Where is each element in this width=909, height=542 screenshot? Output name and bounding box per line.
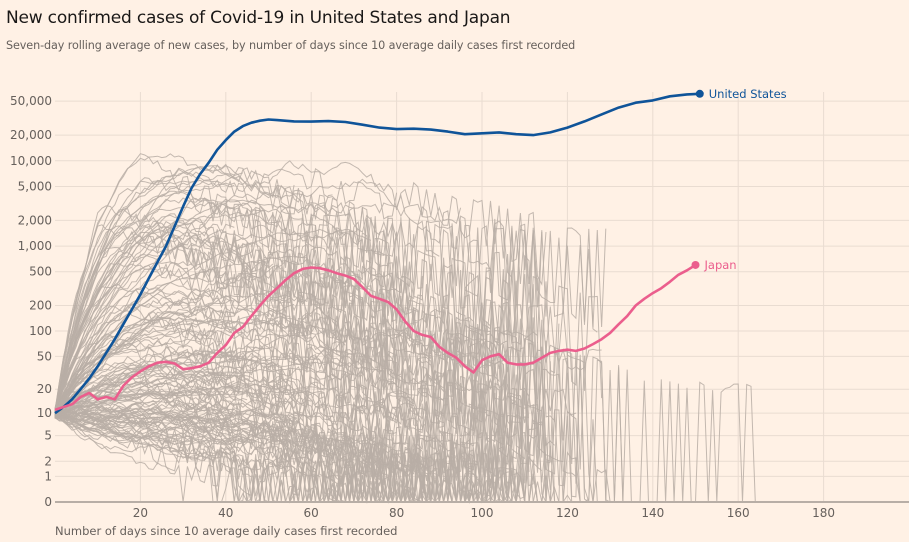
other-country-line (54, 197, 291, 417)
y-tick-label: 50 (37, 349, 52, 363)
other-country-line (54, 409, 465, 503)
other-country-line (54, 213, 398, 414)
other-country-line (54, 371, 427, 429)
x-tick-label: 100 (471, 506, 494, 520)
y-tick-label: 0 (44, 495, 52, 509)
other-country-line (54, 407, 436, 503)
other-country-line (54, 165, 538, 419)
other-country-line (54, 307, 432, 503)
other-country-line (54, 386, 252, 419)
y-tick-label: 1,000 (18, 239, 52, 253)
other-country-line (54, 183, 235, 417)
other-country-line (54, 346, 598, 503)
other-country-line (54, 228, 372, 416)
y-tick-label: 50,000 (10, 94, 52, 108)
y-tick-label: 20,000 (10, 128, 52, 142)
other-country-line (54, 413, 299, 462)
x-tick-label: 40 (218, 506, 233, 520)
y-tick-label: 500 (29, 265, 52, 279)
other-country-line (54, 255, 415, 414)
other-country-line (54, 293, 308, 415)
japan-label: Japan (704, 258, 737, 272)
x-tick-label: 80 (389, 506, 404, 520)
x-tick-label: 120 (556, 506, 579, 520)
japan-line (54, 263, 697, 412)
other-country-line (54, 305, 530, 473)
x-tick-label: 160 (727, 506, 750, 520)
other-country-line (54, 363, 397, 435)
japan-end-marker (691, 260, 700, 269)
other-country-line (54, 406, 295, 425)
chart-title: New confirmed cases of Covid-19 in Unite… (6, 8, 511, 28)
other-country-line (54, 235, 560, 423)
other-country-line (54, 373, 444, 503)
x-tick-label: 180 (812, 506, 835, 520)
other-country-line (54, 356, 397, 414)
other-country-line (54, 172, 244, 411)
y-tick-label: 1 (44, 469, 52, 483)
other-country-line (54, 173, 389, 413)
y-tick-label: 5 (44, 429, 52, 443)
y-tick-label: 2,000 (18, 213, 52, 227)
highlighted-lines (54, 89, 704, 415)
united-states-label: United States (709, 87, 787, 101)
chart-subtitle: Seven-day rolling average of new cases, … (6, 39, 576, 52)
y-tick-label: 100 (29, 324, 52, 338)
x-axis-title: Number of days since 10 average daily ca… (55, 524, 397, 538)
other-country-line (54, 199, 440, 419)
other-country-line (54, 411, 338, 503)
other-country-line (54, 402, 444, 503)
other-country-line (54, 374, 320, 416)
y-tick-label: 20 (37, 382, 52, 396)
y-tick-label: 200 (29, 299, 52, 313)
y-tick-label: 5,000 (18, 179, 52, 193)
x-tick-label: 20 (133, 506, 148, 520)
other-country-line (54, 311, 581, 503)
united-states-line (54, 92, 700, 415)
other-country-line (54, 395, 235, 417)
other-country-line (54, 333, 346, 413)
other-country-line (54, 412, 500, 503)
other-country-line (54, 410, 551, 503)
other-country-line (54, 197, 607, 411)
other-country-line (54, 410, 312, 447)
x-tick-label: 60 (304, 506, 319, 520)
other-country-line (54, 224, 423, 415)
y-tick-label: 10,000 (10, 154, 52, 168)
other-country-line (54, 338, 530, 503)
united-states-end-marker (695, 89, 704, 98)
labels: 0 12 5 10 20 50 100 200 500 1,000 2,000 5,000 10,000… (10, 87, 835, 538)
y-tick-label: 2 (44, 454, 52, 468)
other-country-line (54, 284, 385, 411)
x-tick-label: 140 (641, 506, 664, 520)
other-country-line (54, 160, 547, 419)
y-tick-label: 10 (37, 406, 52, 420)
other-country-line (54, 383, 256, 415)
